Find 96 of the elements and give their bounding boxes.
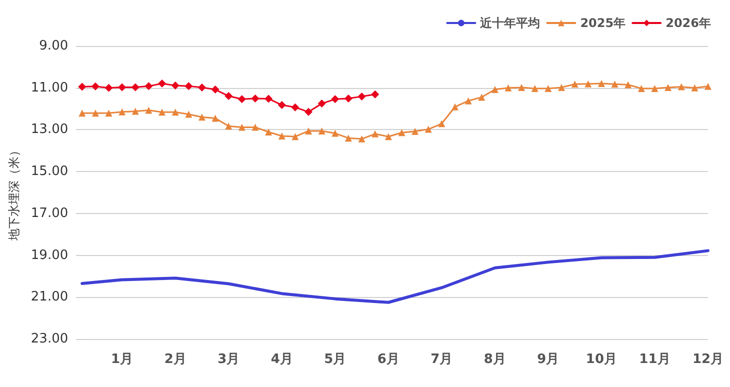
- x-tick-label: 4月: [270, 352, 293, 367]
- x-tick-label: 8月: [484, 352, 506, 367]
- point: [664, 84, 672, 91]
- point: [132, 108, 139, 115]
- point: [158, 79, 166, 88]
- point: [318, 127, 326, 134]
- point: [105, 110, 112, 117]
- point: [211, 86, 220, 94]
- point: [291, 103, 300, 112]
- point: [331, 95, 340, 104]
- point: [278, 101, 286, 110]
- point: [504, 84, 512, 92]
- x-tick-label: 5月: [324, 352, 346, 367]
- point: [251, 94, 260, 103]
- point: [464, 97, 472, 104]
- point: [172, 108, 179, 116]
- point: [544, 84, 552, 92]
- y-tick-label: 17.00: [30, 206, 68, 221]
- x-tick-label: 3月: [218, 352, 240, 367]
- point: [264, 94, 273, 103]
- x-tick-label: 11月: [639, 352, 670, 367]
- point: [304, 108, 312, 116]
- point: [224, 92, 233, 100]
- point: [292, 133, 299, 140]
- y-tick-label: 23.00: [30, 332, 68, 346]
- line-series: [80, 249, 710, 304]
- point: [384, 133, 392, 140]
- legend-label: 近十年平均: [479, 16, 540, 30]
- x-tick-label: 7月: [430, 352, 453, 367]
- point: [92, 110, 99, 117]
- x-tick-label: 12月: [692, 352, 724, 367]
- x-tick-label: 10月: [586, 352, 618, 367]
- point: [518, 84, 526, 91]
- legend-label: 2025年: [580, 16, 626, 30]
- point: [571, 80, 578, 88]
- point: [691, 84, 698, 92]
- point: [198, 114, 206, 121]
- point: [144, 82, 153, 90]
- point: [238, 95, 246, 104]
- point: [344, 94, 352, 103]
- point: [704, 82, 712, 90]
- point: [78, 82, 86, 91]
- point: [491, 86, 498, 94]
- x-tick-label: 2月: [164, 352, 186, 367]
- point: [372, 130, 379, 138]
- point: [104, 84, 113, 92]
- point: [185, 110, 192, 118]
- y-axis-title: 地下水埋深（米）: [7, 144, 21, 242]
- point: [171, 82, 180, 90]
- y-tick-label: 13.00: [30, 122, 68, 138]
- x-tick-label: 1月: [111, 352, 134, 367]
- point: [451, 103, 458, 110]
- point: [198, 83, 206, 92]
- point: [318, 100, 326, 108]
- point: [118, 108, 126, 116]
- point: [678, 83, 685, 90]
- point: [131, 83, 140, 92]
- point: [424, 126, 432, 133]
- y-tick-label: 15.00: [30, 164, 68, 180]
- point: [398, 129, 406, 136]
- point: [278, 132, 286, 140]
- point: [371, 90, 380, 98]
- point: [558, 84, 566, 91]
- point: [265, 128, 272, 136]
- point: [638, 84, 645, 92]
- y-tick-label: 9.00: [39, 38, 68, 54]
- point: [358, 92, 366, 100]
- point: [611, 80, 618, 88]
- point: [478, 94, 486, 101]
- point: [344, 134, 352, 142]
- point: [624, 81, 632, 88]
- point: [598, 80, 605, 87]
- point: [158, 108, 166, 116]
- y-tick-label: 19.00: [30, 248, 68, 263]
- point: [91, 82, 100, 90]
- point: [332, 130, 339, 137]
- point: [212, 114, 219, 122]
- y-tick-label: 21.00: [30, 290, 68, 305]
- point: [412, 128, 419, 135]
- point: [531, 84, 538, 92]
- legend-label: 2026年: [666, 16, 712, 30]
- y-tick-label: 11.00: [30, 80, 68, 96]
- point: [584, 80, 592, 88]
- point: [78, 110, 86, 117]
- point: [358, 135, 366, 142]
- point: [184, 82, 193, 90]
- x-tick-label: 6月: [377, 352, 400, 367]
- point: [145, 106, 152, 114]
- point: [252, 124, 259, 131]
- point: [225, 122, 232, 130]
- point: [118, 83, 126, 92]
- point: [238, 124, 246, 131]
- point: [651, 84, 658, 92]
- point: [438, 120, 446, 128]
- x-tick-label: 9月: [537, 352, 560, 367]
- point: [305, 127, 312, 134]
